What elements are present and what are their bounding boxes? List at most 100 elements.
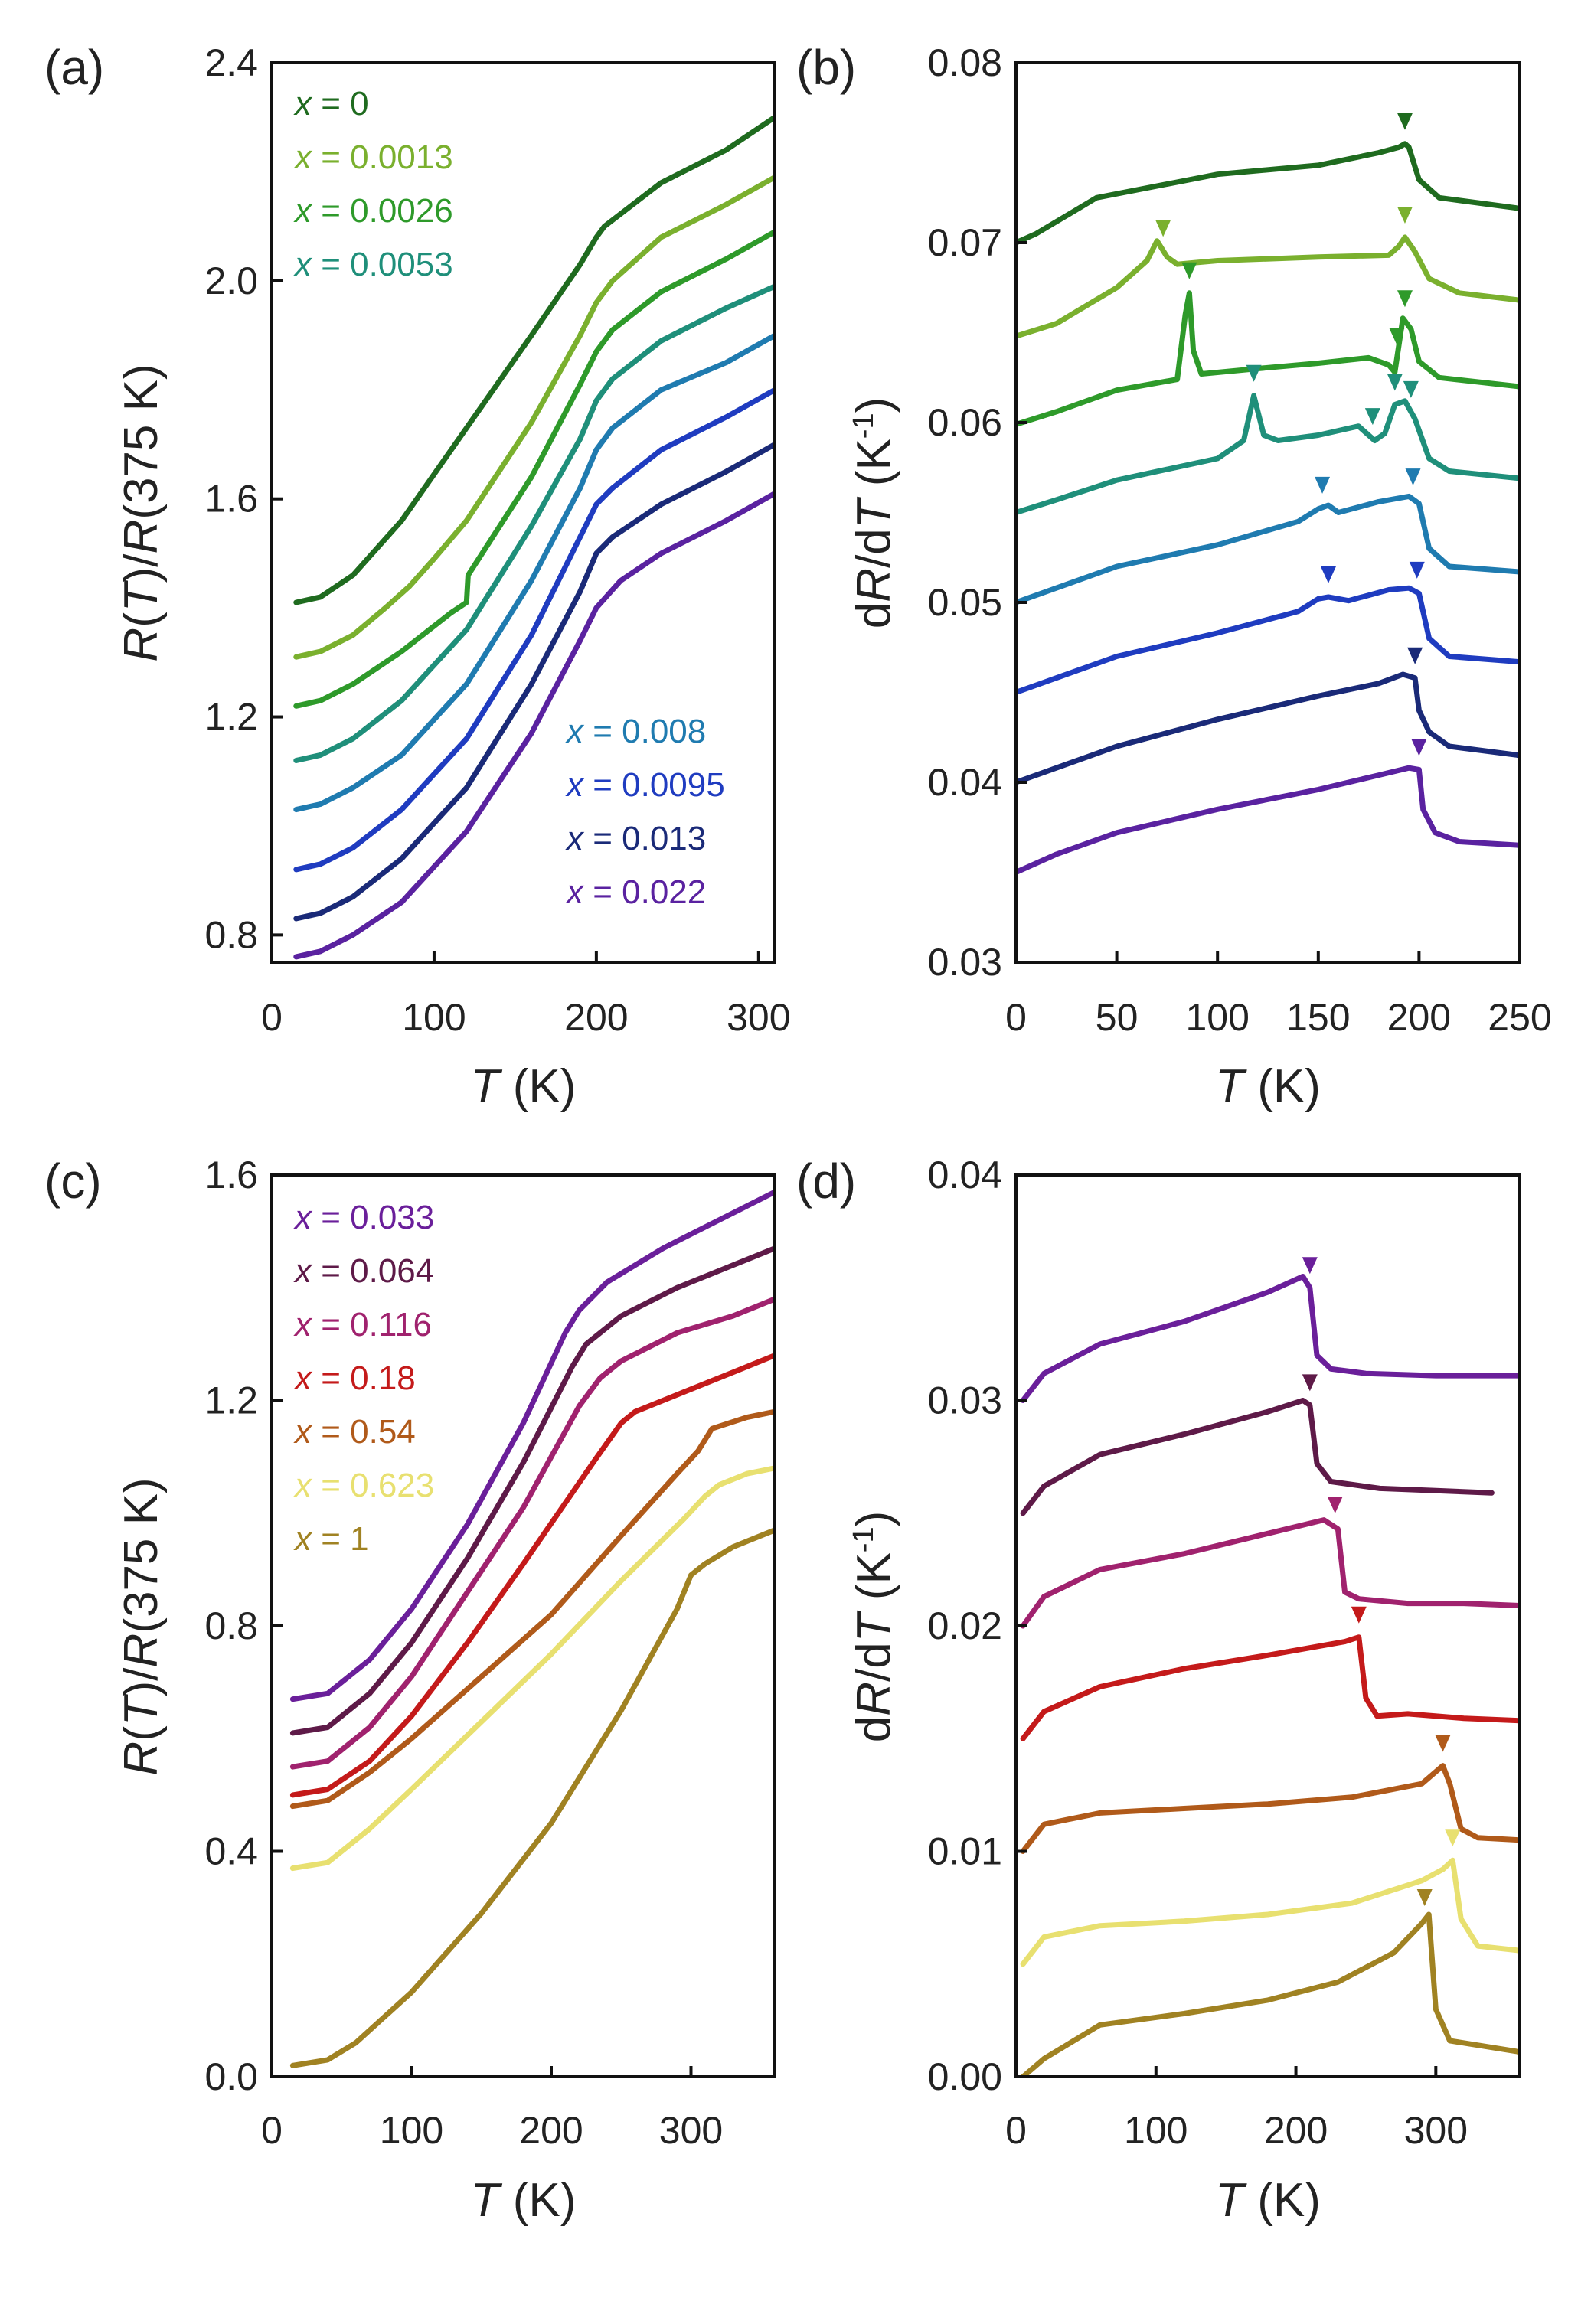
series-line-x1 <box>1020 1911 1520 2077</box>
x-tick-label: 0 <box>261 2109 283 2152</box>
y-tick-label: 0.0 <box>204 2055 258 2098</box>
panel-c: (c) 0 100 200 300 0.0 0.4 0.8 1.2 1.6 T (K) R(T)/R(… <box>44 1154 776 2227</box>
transition-marker <box>1155 220 1171 237</box>
series-line-x0-18 <box>1020 1634 1520 1741</box>
legend-entry: x = 1 <box>293 1520 369 1558</box>
axis-frame <box>270 61 776 964</box>
y-tick-label: 0.06 <box>928 401 1002 444</box>
x-axis-title: T (K) <box>1215 2174 1321 2227</box>
x-tick-label: 300 <box>659 2109 723 2152</box>
transition-marker <box>1397 290 1413 308</box>
series-line-x0-116 <box>289 1296 775 1770</box>
series-line-x0-0026 <box>1016 290 1520 427</box>
y-tick-label: 0.07 <box>928 221 1002 264</box>
axis-frame <box>1014 1173 1521 2078</box>
y-tick-label: 0.03 <box>928 1379 1002 1422</box>
transition-marker <box>1397 206 1413 224</box>
plot-area <box>289 1189 775 2068</box>
transition-marker <box>1387 374 1403 391</box>
series-line-x0-064 <box>1020 1398 1495 1516</box>
legend-entry: x = 0.0053 <box>293 246 453 283</box>
legend-entry: x = 0 <box>293 85 369 122</box>
y-tick-label: 2.4 <box>204 41 258 84</box>
y-tick-label: 0.04 <box>928 1154 1002 1196</box>
series-line-x0-54 <box>289 1408 775 1810</box>
transition-marker <box>1435 1735 1451 1752</box>
legend-entry: x = 0.022 <box>565 873 706 911</box>
series-line-x0-033 <box>1020 1274 1520 1403</box>
legend-entry: x = 0.033 <box>293 1199 434 1236</box>
series-line-x0-033 <box>289 1189 775 1702</box>
y-tick-label: 0.04 <box>928 761 1002 804</box>
transition-marker <box>1320 566 1336 583</box>
x-tick-label: 100 <box>1185 996 1249 1039</box>
y-axis-title: dR/dT (K-1) <box>848 1511 900 1743</box>
y-axis-title: dR/dT (K-1) <box>848 397 900 629</box>
panel-b: (b) 0 50 100 150 200 250 0.03 0.04 0.05 0.06 0.07 0.… <box>796 40 1552 1113</box>
x-axis-title: T (K) <box>471 2174 577 2227</box>
series-line-x1 <box>289 1527 775 2068</box>
x-tick-label: 200 <box>564 996 628 1039</box>
legend-entry: x = 0.116 <box>293 1306 432 1343</box>
transition-marker <box>1246 364 1262 382</box>
x-tick-label: 0 <box>261 996 283 1039</box>
series-line-x0-0053 <box>293 283 775 763</box>
legend-entry: x = 0.013 <box>565 820 706 857</box>
x-tick-label: 0 <box>1005 2109 1027 2152</box>
x-tick-label: 200 <box>1387 996 1451 1039</box>
transition-marker <box>1302 1257 1318 1275</box>
series-line-x0-54 <box>1020 1763 1520 1854</box>
transition-marker <box>1302 1374 1318 1392</box>
series-line-x0-0095 <box>293 387 775 873</box>
y-tick-label: 1.2 <box>204 696 258 739</box>
series-line-x0-623 <box>289 1465 775 1872</box>
transition-marker <box>1416 1889 1433 1907</box>
panel-label: (d) <box>796 1154 856 1209</box>
x-tick-label: 0 <box>1005 996 1027 1039</box>
series-line-x0 <box>1016 141 1520 246</box>
panel-d: (d) 0 100 200 300 0.00 0.01 0.02 0.03 0.04 T (K) dR… <box>796 1154 1521 2227</box>
transition-marker <box>1405 468 1421 486</box>
x-axis-title: T (K) <box>1215 1060 1321 1113</box>
plot-area <box>1016 141 1520 875</box>
series-line-x0-623 <box>1020 1857 1520 1967</box>
x-tick-label: 100 <box>1124 2109 1188 2152</box>
series-line-x0-116 <box>1020 1517 1520 1629</box>
y-tick-label: 2.0 <box>204 259 258 302</box>
series-line-x0-18 <box>289 1353 775 1798</box>
legend-entry: x = 0.18 <box>293 1359 416 1397</box>
y-tick-label: 0.03 <box>928 941 1002 984</box>
x-tick-label: 300 <box>1404 2109 1468 2152</box>
transition-marker <box>1445 1829 1461 1847</box>
series-line-x0-0095 <box>1016 585 1520 695</box>
x-tick-label: 250 <box>1488 996 1551 1039</box>
y-tick-label: 0.05 <box>928 581 1002 624</box>
series-line-x0-0053 <box>1016 393 1520 515</box>
plot-area <box>1020 1274 1520 2077</box>
transition-marker <box>1407 647 1423 664</box>
series-line-x0-022 <box>293 491 775 960</box>
y-tick-label: 0.02 <box>928 1604 1002 1647</box>
transition-marker <box>1397 113 1413 130</box>
plot-area <box>293 114 775 960</box>
transition-marker <box>1411 739 1427 756</box>
panel-label: (c) <box>44 1154 102 1209</box>
series-line-x0-0026 <box>293 229 775 709</box>
x-axis-title: T (K) <box>471 1060 577 1113</box>
series-line-x0-013 <box>293 442 775 922</box>
series-line-x0 <box>293 114 775 605</box>
y-tick-label: 0.8 <box>204 1604 258 1647</box>
transition-marker <box>1389 328 1405 345</box>
transition-marker <box>1409 561 1425 579</box>
x-tick-label: 200 <box>519 2109 583 2152</box>
series-line-x0-008 <box>1016 493 1520 605</box>
legend-entry: x = 0.0095 <box>565 766 725 804</box>
y-axis-title: R(T)/R(375 K) <box>115 364 168 661</box>
x-tick-label: 100 <box>380 2109 443 2152</box>
legend-entry: x = 0.008 <box>565 713 706 750</box>
x-tick-label: 300 <box>727 996 790 1039</box>
y-tick-label: 0.01 <box>928 1830 1002 1873</box>
panel-label: (a) <box>44 40 104 95</box>
transition-marker <box>1351 1606 1367 1624</box>
